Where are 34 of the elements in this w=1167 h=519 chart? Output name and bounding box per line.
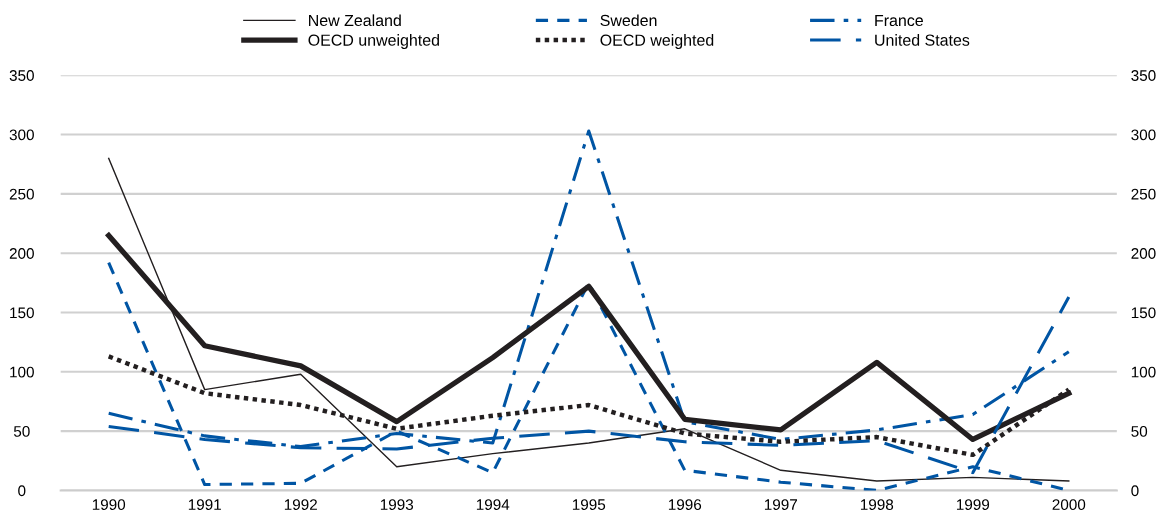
y-tick-label: 150 (10, 307, 34, 319)
y2-tick-label: 250 (1131, 188, 1156, 200)
y2-tick-label: 350 (1131, 70, 1156, 81)
x-tick-label: 1994 (476, 499, 510, 511)
y-tick-label: 300 (9, 129, 34, 141)
y-tick-label: 0 (18, 485, 26, 497)
legend-label: Sweden (600, 14, 657, 27)
y2-tick-label: 200 (1131, 248, 1156, 259)
x-tick-label: 1993 (380, 499, 414, 511)
y-tick-label: 200 (9, 248, 34, 259)
x-tick-label: 1998 (860, 499, 894, 511)
y2-tick-label: 100 (1131, 366, 1156, 378)
legend-label: OECD weighted (600, 34, 714, 49)
y-tick-label: 100 (10, 366, 34, 378)
legend-label: New Zealand (309, 14, 401, 27)
y-tick-label: 350 (9, 70, 34, 81)
x-tick-label: 1991 (188, 499, 221, 511)
y2-tick-label: 50 (1131, 426, 1148, 437)
y2-tick-label: 150 (1131, 307, 1156, 319)
x-tick-label: 1990 (92, 499, 126, 511)
line-series (107, 157, 1070, 482)
legend-label: France (875, 14, 923, 27)
x-tick-label: 1996 (668, 499, 702, 511)
x-tick-label: 2000 (1052, 499, 1086, 511)
x-tick-label: 1992 (284, 499, 317, 511)
x-tick-label: 1997 (764, 499, 797, 511)
legend-label: United States (875, 34, 970, 46)
x-tick-label: 1995 (572, 499, 606, 511)
legend-label: OECD unweighted (308, 34, 439, 49)
y2-tick-label: 300 (1131, 129, 1156, 141)
x-tick-label: 1999 (956, 499, 990, 511)
y2-tick-label: 0 (1131, 485, 1139, 497)
y-tick-label: 50 (13, 426, 30, 437)
y-tick-label: 250 (9, 188, 34, 200)
